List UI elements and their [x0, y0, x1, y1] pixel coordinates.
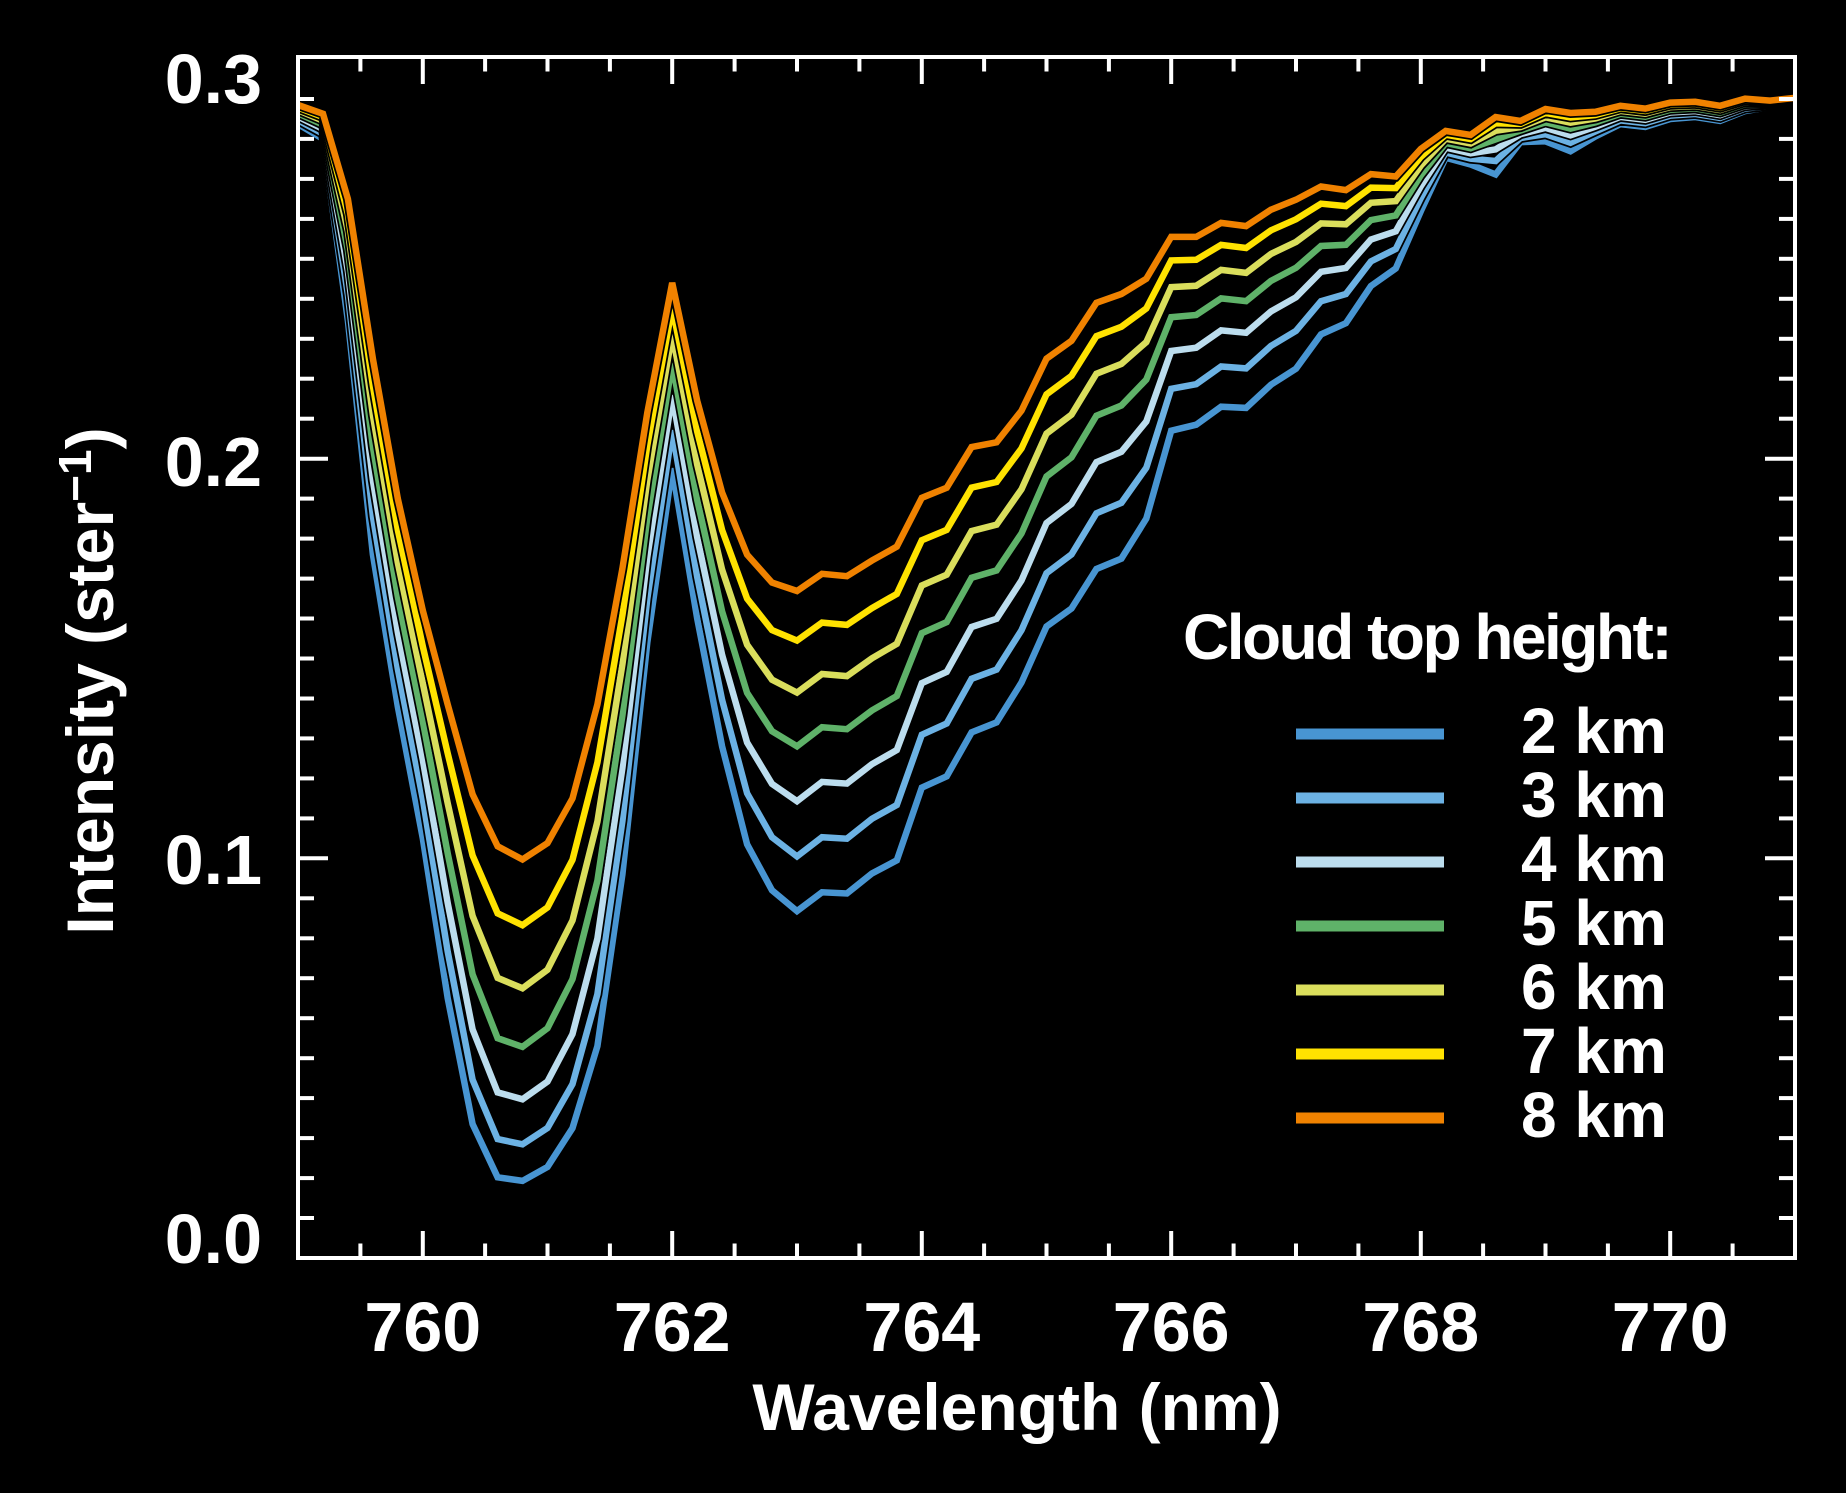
svg-text:766: 766	[1113, 1288, 1230, 1366]
svg-text:0.3: 0.3	[165, 40, 262, 118]
svg-text:7 km: 7 km	[1521, 1015, 1667, 1087]
svg-text:760: 760	[364, 1288, 481, 1366]
svg-text:768: 768	[1362, 1288, 1479, 1366]
svg-text:4 km: 4 km	[1521, 823, 1667, 895]
svg-text:5 km: 5 km	[1521, 887, 1667, 959]
svg-text:2 km: 2 km	[1521, 695, 1667, 767]
svg-text:762: 762	[614, 1288, 731, 1366]
svg-text:Intensity (ster−1): Intensity (ster−1)	[49, 427, 127, 934]
svg-text:3 km: 3 km	[1521, 759, 1667, 831]
svg-text:0.1: 0.1	[165, 821, 262, 899]
svg-text:6 km: 6 km	[1521, 951, 1667, 1023]
svg-text:770: 770	[1612, 1288, 1729, 1366]
svg-text:0.0: 0.0	[165, 1200, 262, 1278]
svg-text:0.2: 0.2	[165, 423, 262, 501]
svg-text:Wavelength (nm): Wavelength (nm)	[752, 1370, 1281, 1444]
svg-text:764: 764	[863, 1288, 980, 1366]
svg-text:8 km: 8 km	[1521, 1079, 1667, 1151]
svg-text:Cloud top height:: Cloud top height:	[1183, 601, 1670, 673]
